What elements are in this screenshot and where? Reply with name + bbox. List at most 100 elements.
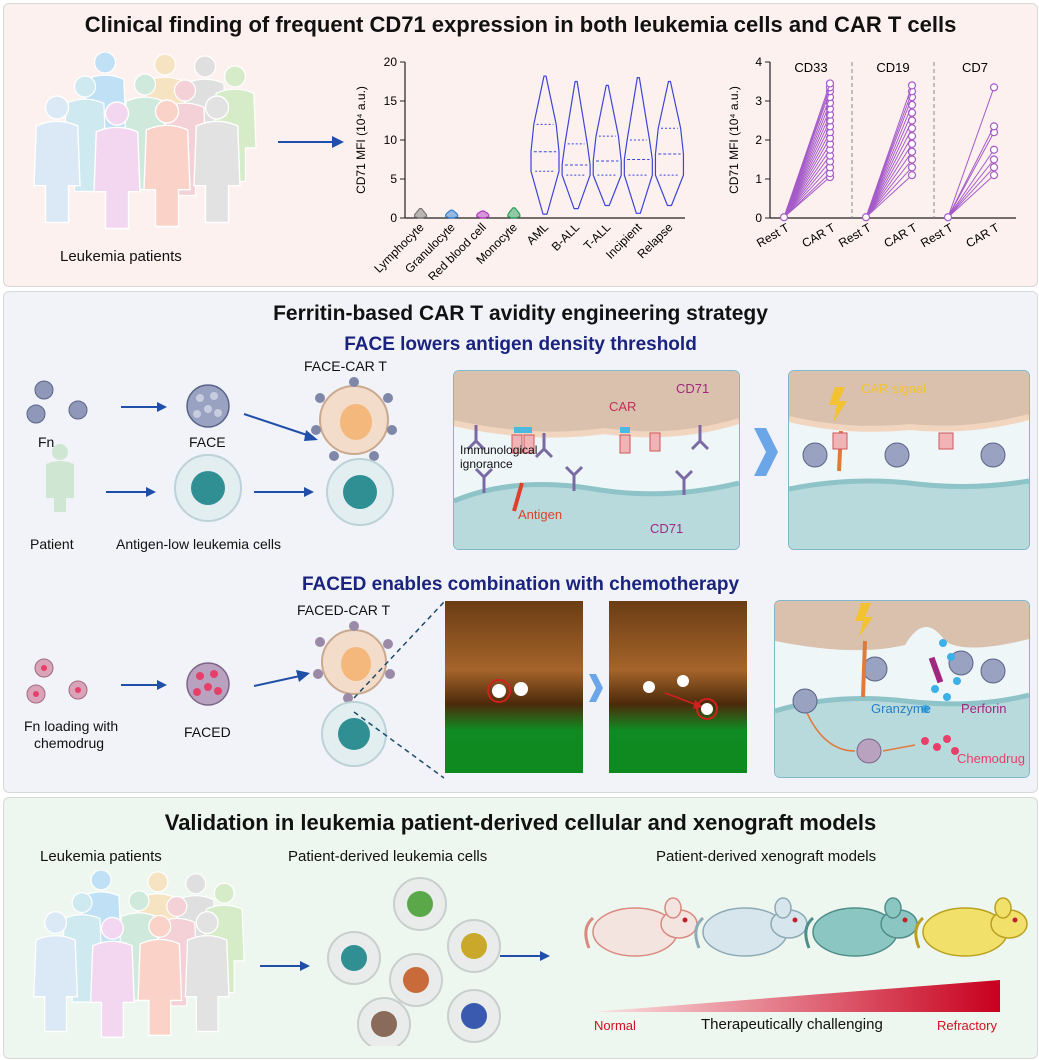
chevron-right-icon	[589, 674, 603, 702]
antigen-low-label: Antigen-low leukemia cells	[116, 536, 281, 552]
mouse-icon	[914, 897, 1028, 957]
arrow-icon	[253, 670, 310, 687]
patient-silhouette-icon	[33, 911, 79, 1033]
cd71-label: CD71	[650, 521, 684, 536]
patient-label: Patient	[30, 536, 74, 552]
mouse-icon	[584, 897, 698, 957]
y-axis-label: CD71 MFI (10⁴ a.u.)	[727, 86, 741, 194]
x-tick-label: Relapse	[635, 220, 676, 261]
panel1-title: Clinical finding of frequent CD71 expres…	[84, 12, 957, 37]
patient-silhouette-icon	[89, 916, 135, 1038]
ferritin-particles-icon	[26, 380, 88, 424]
patient-icon	[46, 444, 74, 512]
mouse-icon	[804, 897, 918, 957]
face-nanocage-icon	[186, 384, 230, 428]
fn-loading-line-2: chemodrug	[34, 735, 105, 751]
violin-red-blood-cell	[476, 210, 490, 219]
faced-heading: FACED enables combination with chemother…	[301, 574, 740, 595]
x-tick-label: Rest T	[836, 220, 874, 250]
chemodrug-release-box: Granzyme Perforin Chemodrug	[774, 600, 1030, 778]
patients-label: Leukemia patients	[60, 248, 182, 265]
violin-b-all	[561, 80, 591, 210]
data-point	[989, 163, 999, 172]
paired-group-cd19	[861, 81, 917, 222]
y-tick-label: 4	[755, 55, 762, 69]
x-tick-label: AML	[524, 220, 552, 248]
arrow-icon	[260, 961, 310, 971]
face-car-t-cell-icon	[311, 377, 397, 461]
ignorance-line-2: ignorance	[460, 457, 513, 471]
y-tick-label: 15	[384, 94, 398, 108]
micrograph-before-overlay	[487, 679, 528, 703]
data-point	[907, 170, 917, 180]
scale-mid-label: Therapeutically challenging	[701, 1016, 883, 1033]
arrow-icon	[121, 680, 167, 690]
chevron-right-icon	[754, 428, 778, 476]
patients-label: Leukemia patients	[40, 848, 162, 865]
arrow-icon	[500, 951, 550, 961]
data-point	[907, 163, 917, 172]
car-signal-label: CAR signal	[861, 381, 927, 396]
leukemia-cell-icon	[389, 953, 443, 1007]
x-tick-label: CAR T	[963, 220, 1002, 250]
synapse-illustration	[789, 371, 1029, 549]
cytotoxic-synapse-illustration	[775, 601, 1029, 777]
data-point	[989, 170, 999, 180]
data-point	[989, 145, 999, 154]
y-tick-label: 3	[755, 94, 762, 108]
y-axis-label: CD71 MFI (10⁴ a.u.)	[354, 86, 368, 194]
patient-silhouette-icon	[143, 99, 191, 228]
data-point	[907, 155, 917, 164]
micrograph-before	[445, 601, 583, 773]
data-point	[861, 213, 871, 222]
perforin-label: Perforin	[961, 701, 1007, 716]
bound-leukemia-cell-icon	[326, 458, 394, 526]
ignorance-label: Immunological ignorance	[460, 443, 537, 471]
data-point	[825, 79, 835, 88]
patient-silhouette-icon	[137, 914, 183, 1036]
arrow-icon	[243, 413, 318, 441]
data-point	[907, 147, 917, 156]
micrograph-after-overlay	[643, 675, 718, 720]
ignorance-line-1: Immunological	[460, 443, 538, 457]
group-label: CD33	[794, 60, 827, 75]
paired-group-cd33	[779, 79, 835, 222]
group-label: CD7	[962, 60, 988, 75]
leukemia-cells-cluster-icon	[327, 877, 501, 1046]
violin-aml	[530, 75, 560, 215]
leukemia-cell-icon	[357, 997, 411, 1046]
violin-t-all	[592, 84, 622, 207]
face-heading: FACE lowers antigen density threshold	[344, 334, 697, 355]
mice-row-icon	[584, 897, 1028, 957]
x-tick-label: CAR T	[799, 220, 838, 250]
face-label: FACE	[189, 434, 226, 450]
clinical-finding-panel: Clinical finding of frequent CD71 expres…	[3, 3, 1038, 287]
patient-silhouette-icon	[93, 101, 141, 230]
granzyme-label: Granzyme	[871, 701, 931, 716]
patient-silhouette-icon	[184, 911, 230, 1033]
panel2-title: Ferritin-based CAR T avidity engineering…	[273, 302, 768, 325]
violin-relapse	[654, 80, 685, 207]
face-car-t-label: FACE-CAR T	[304, 358, 387, 374]
fn-label: Fn	[38, 434, 55, 450]
zoom-lines-icon	[353, 601, 445, 779]
patients-group-icon	[33, 52, 257, 230]
faced-nanocage-icon	[186, 662, 230, 706]
membrane-interface-illustration	[454, 371, 739, 549]
antigen-label: Antigen	[518, 507, 563, 522]
y-tick-label: 10	[384, 133, 398, 147]
patient-silhouette-icon	[33, 95, 81, 224]
cells-label: Patient-derived leukemia cells	[288, 848, 488, 865]
scale-low-label: Normal	[594, 1018, 636, 1033]
arrow-icon	[106, 487, 156, 497]
leukemia-cell-icon	[393, 877, 447, 931]
violin-granulocyte	[445, 209, 459, 219]
xenograft-label: Patient-derived xenograft models	[656, 848, 877, 865]
faced-label: FACED	[184, 724, 231, 740]
paired-group-cd7	[943, 83, 999, 222]
group-label: CD19	[876, 60, 909, 75]
car-signal-box: CAR signal	[788, 370, 1030, 550]
patient-silhouette-icon	[193, 95, 241, 224]
data-point	[943, 213, 953, 222]
